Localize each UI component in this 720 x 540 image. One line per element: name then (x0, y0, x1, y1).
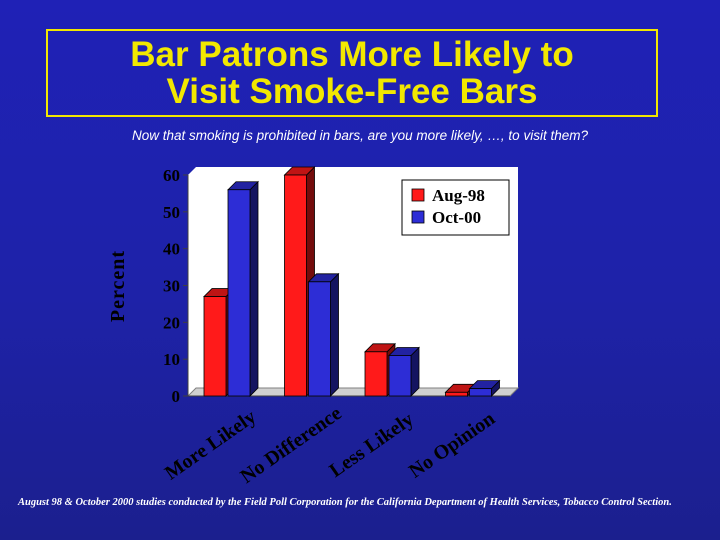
y-tick-label: 20 (163, 313, 180, 332)
legend-label-oct00: Oct-00 (432, 208, 481, 227)
slide-title-line-1: Bar Patrons More Likely to (130, 35, 574, 74)
bar-oct00-no-opinion (469, 388, 492, 397)
y-tick-label: 10 (163, 350, 180, 369)
y-tick-label: 0 (172, 387, 181, 406)
bar-oct00-more-likely (227, 189, 251, 397)
bar-aug98-more-likely (203, 296, 227, 397)
y-tick-label: 30 (163, 277, 180, 296)
legend-swatch-aug98 (411, 188, 425, 202)
legend-box (401, 179, 510, 236)
y-tick-label: 60 (163, 166, 180, 185)
bar-aug98-less-likely (364, 351, 388, 397)
bar-aug98-no-difference (284, 174, 307, 397)
bar-oct00-less-likely (388, 355, 412, 397)
bar-aug98-no-opinion (445, 391, 468, 397)
source-note: August 98 & October 2000 studies conduct… (18, 497, 672, 508)
y-axis-title: Percent (107, 250, 129, 322)
y-tick-label: 40 (163, 240, 180, 259)
x-category-label: No Opinion (405, 408, 499, 483)
slide-subtitle: Now that smoking is prohibited in bars, … (132, 128, 588, 143)
bar-oct00-no-difference (308, 281, 331, 397)
legend-label-aug98: Aug-98 (432, 186, 485, 205)
legend-swatch-oct00 (411, 210, 425, 224)
bar-oct00-no-difference-side (330, 272, 339, 397)
slide-title-line-2: Visit Smoke-Free Bars (166, 72, 538, 111)
title-box: Bar Patrons More Likely to Visit Smoke-F… (46, 29, 658, 117)
y-tick-label: 50 (163, 203, 180, 222)
bar-oct00-more-likely-side (249, 180, 259, 397)
